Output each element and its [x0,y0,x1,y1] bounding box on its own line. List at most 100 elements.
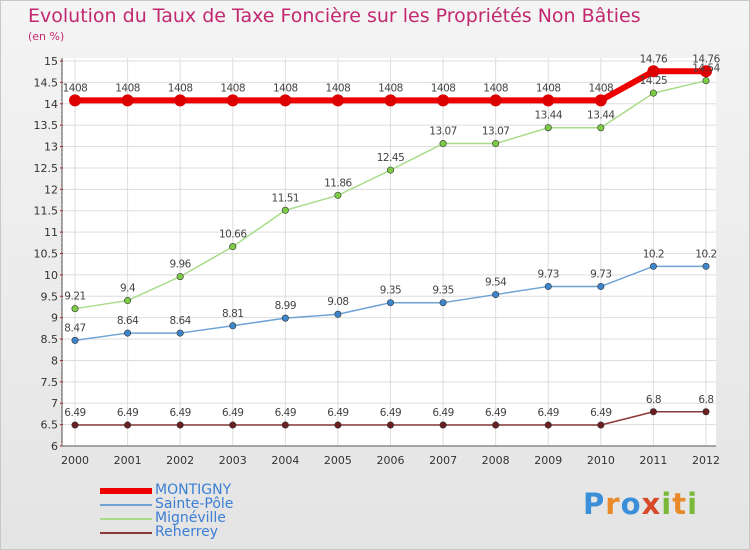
data-label: 13.44 [587,110,615,122]
data-point [229,243,237,251]
logo-letter: i [661,487,673,521]
data-label: 6.49 [327,407,348,419]
data-label: 9.73 [590,268,611,280]
data-point [489,94,502,107]
data-point [544,282,552,290]
data-label: 1408 [115,82,140,94]
data-point [594,94,607,107]
data-point [334,421,342,429]
data-point [386,166,394,174]
axes: 6 6.5 7 7.5 8 8.5 9 9.5 10 10.5 11 11.5 12 12.5 13 13.5… [34,55,721,467]
y-tick-label: 15 [44,55,58,68]
data-point [174,94,187,107]
data-label: 1408 [536,82,561,94]
data-point [702,262,710,270]
data-point [229,421,237,429]
data-label: 14.54 [692,63,720,75]
data-point [176,273,184,281]
y-tick-label: 11 [44,226,58,239]
data-point [492,421,500,429]
data-point [597,282,605,290]
logo-letter: o [620,487,642,521]
logo-letter: i [687,487,699,521]
data-label: 11.51 [272,192,300,204]
data-point [71,421,79,429]
data-point [334,191,342,199]
data-point [597,421,605,429]
data-label: 1408 [483,82,508,94]
data-label: 6.49 [538,407,559,419]
data-label: 8.47 [64,322,85,334]
data-point [647,65,660,78]
data-label: 9.08 [327,296,348,308]
data-label: 6.49 [117,407,138,419]
data-point [492,291,500,299]
y-tick-label: 8 [51,354,58,367]
data-point [281,206,289,214]
data-label: 6.8 [698,394,713,406]
x-tick-label: 2009 [534,454,562,467]
data-label: 1408 [431,82,456,94]
y-tick-label: 7.5 [41,376,59,389]
data-labels: 1408 1408 1408 1408 1408 1408 1408 1408 1408 1408… [63,53,721,419]
data-label: 6.49 [64,407,85,419]
data-point [700,65,712,78]
data-point [124,421,132,429]
data-label: 12.45 [377,152,405,164]
y-tick-label: 13 [44,141,58,154]
legend-label-sainte-pole: Sainte-Pôle [155,496,234,512]
y-tick-label: 14 [44,98,58,111]
x-tick-label: 2000 [61,454,89,467]
logo-letter: x [641,487,662,521]
data-point [542,94,555,107]
y-tick-label: 14.5 [34,76,59,89]
data-point [124,297,132,305]
x-tick-label: 2002 [166,454,194,467]
data-point [649,89,657,97]
data-point [69,94,81,107]
data-label: 8.64 [169,315,191,327]
y-tick-label: 9 [51,312,58,325]
proxiti-logo: Proxiti [583,487,698,521]
data-point [124,329,132,337]
legend-swatch-migneville [100,518,152,520]
x-tick-label: 2006 [377,454,405,467]
x-tick-label: 2001 [114,454,142,467]
data-label: 1408 [378,82,403,94]
data-label: 13.07 [482,126,510,138]
data-label: 1408 [326,82,351,94]
data-point [386,299,394,307]
series-group [69,65,712,429]
y-tick-label: 9.5 [41,290,59,303]
logo-letter: t [672,487,688,521]
data-label: 6.49 [222,407,243,419]
x-tick-label: 2003 [219,454,247,467]
data-point [331,94,344,107]
legend-swatch-reherrey [100,532,152,534]
x-tick-label: 2004 [271,454,299,467]
legend-swatch-montigny [100,488,152,494]
data-label: 10.2 [695,248,716,260]
data-label: 1408 [168,82,193,94]
x-tick-label: 2008 [482,454,510,467]
x-tick-label: 2012 [692,454,720,467]
data-label: 1408 [63,82,88,94]
data-label: 11.86 [324,177,352,189]
data-label: 9.35 [380,285,401,297]
y-tick-label: 10 [44,269,58,282]
y-tick-label: 6.5 [41,419,59,432]
data-point [71,336,79,344]
x-tick-label: 2005 [324,454,352,467]
data-point [281,421,289,429]
data-label: 9.73 [538,268,559,280]
data-label: 6.49 [275,407,296,419]
grid [62,58,716,447]
y-tick-label: 11.5 [34,205,59,218]
y-tick-label: 7 [51,397,58,410]
data-point [439,421,447,429]
data-label: 9.4 [120,283,136,295]
x-tick-label: 2010 [587,454,615,467]
data-point [649,408,657,416]
data-label: 1408 [273,82,298,94]
